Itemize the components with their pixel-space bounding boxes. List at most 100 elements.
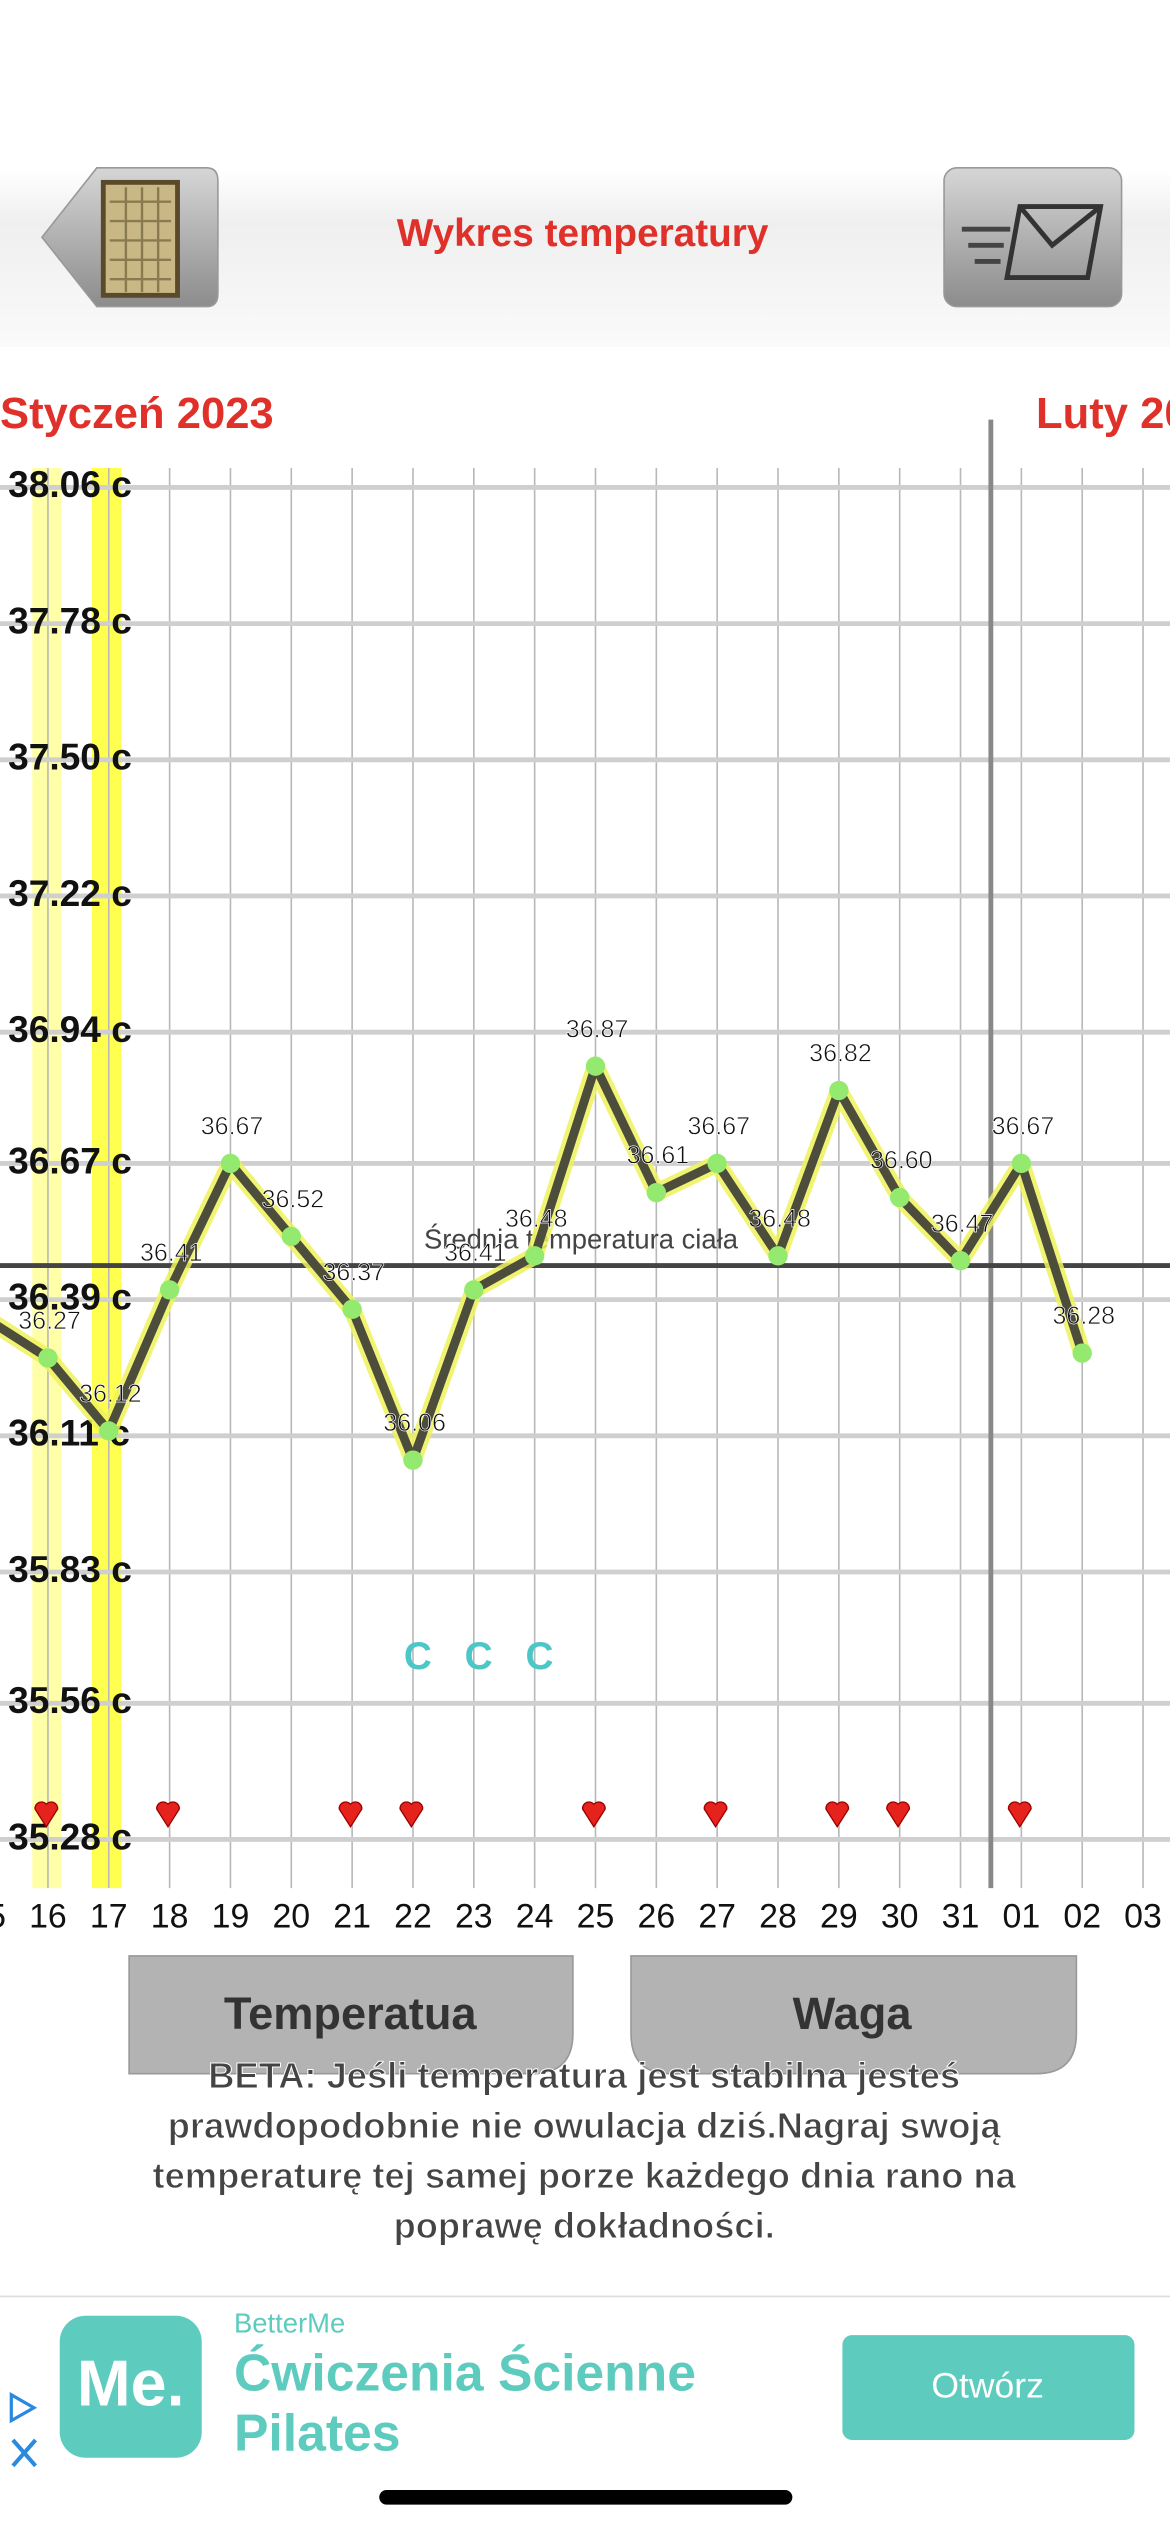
heart <box>399 1801 424 1828</box>
tab-shape[interactable] <box>630 1955 1078 2075</box>
x-tick-label: 23 <box>455 1898 493 1936</box>
data-point <box>281 1226 301 1247</box>
y-tick-label: 38.06 c <box>8 463 132 505</box>
data-label: 36.61 <box>627 1142 690 1170</box>
x-tick-label: 02 <box>1063 1898 1101 1936</box>
tab-label[interactable]: Waga <box>793 1988 913 2039</box>
mail-button[interactable] <box>943 167 1123 308</box>
data-label: 36.67 <box>688 1113 751 1141</box>
y-tick-label: 36.94 c <box>8 1008 132 1050</box>
y-tick-label: 36.67 c <box>8 1139 132 1181</box>
ad-headline: Pilates <box>234 2403 400 2461</box>
heart <box>886 1801 911 1828</box>
y-tick-label: 36.39 c <box>8 1275 132 1317</box>
data-label: 36.48 <box>505 1205 568 1233</box>
chart: Styczeń 2023 Luty 2023 15 16 17 18 19 20 21 22 2… <box>0 390 1170 1936</box>
data-point <box>829 1080 849 1101</box>
ad-close-icon[interactable] <box>11 2438 38 2468</box>
data-label: 36.37 <box>322 1258 385 1286</box>
highlight-day <box>32 467 62 1889</box>
data-point <box>1011 1153 1032 1174</box>
data-point <box>585 1056 606 1076</box>
data-label: 36.67 <box>992 1113 1055 1141</box>
cycle-marker: C <box>465 1635 493 1678</box>
x-tick-label: 31 <box>942 1898 980 1936</box>
speed-lines <box>961 226 1011 264</box>
data-point <box>890 1187 910 1208</box>
cycle-marker: C <box>526 1635 554 1678</box>
y-tick-label: 37.22 c <box>8 872 132 914</box>
x-tick-label: 19 <box>212 1898 250 1936</box>
data-label: 36.41 <box>444 1239 507 1267</box>
x-tick-label: 22 <box>394 1898 432 1936</box>
data-label: 36.60 <box>870 1147 933 1175</box>
calendar-grid <box>109 187 172 293</box>
ad-logo-text: Me. <box>77 2347 185 2419</box>
data-point <box>524 1246 545 1266</box>
x-tick-label: 17 <box>90 1898 128 1936</box>
x-tick-label: 03 <box>1124 1898 1162 1936</box>
month-label: Luty 2023 <box>1036 390 1170 438</box>
data-label: 36.48 <box>748 1205 811 1233</box>
back-button[interactable] <box>40 167 219 308</box>
data-point <box>342 1299 362 1320</box>
screen-title: Wykres temperatury <box>397 212 769 255</box>
data-point <box>646 1182 667 1203</box>
x-tick-label: 21 <box>333 1898 371 1936</box>
data-label: 36.12 <box>79 1380 142 1408</box>
mail-icon <box>1004 204 1104 280</box>
y-tick-label: 37.50 c <box>8 736 132 778</box>
mail-button-shape[interactable] <box>943 167 1123 308</box>
tab-weight[interactable]: Waga <box>630 1955 1078 2075</box>
x-tick-label: 27 <box>698 1898 736 1936</box>
data-point <box>464 1280 484 1300</box>
notice-line: prawdopodobnie nie owulacja dziś.Nagraj … <box>168 2105 1002 2146</box>
heart <box>338 1801 363 1828</box>
x-tick-label: 18 <box>151 1898 189 1936</box>
ad-logo <box>59 2315 202 2458</box>
ad-button-label[interactable]: Otwórz <box>931 2366 1043 2406</box>
x-tick-label: 26 <box>637 1898 675 1936</box>
data-label: 36.27 <box>18 1307 81 1335</box>
data-point <box>403 1450 423 1470</box>
notice: BETA: Jeśli temperatura jest stabilna je… <box>152 2055 1017 2247</box>
heart <box>581 1801 606 1828</box>
data-label: 36.52 <box>262 1186 325 1214</box>
x-tick-label: 29 <box>820 1898 858 1936</box>
tab-shape[interactable] <box>128 1955 574 2075</box>
heart <box>825 1801 850 1828</box>
heart <box>703 1801 728 1828</box>
data-label: 36.28 <box>1053 1302 1116 1330</box>
x-tick-label: 28 <box>759 1898 797 1936</box>
y-tick-label: 35.83 c <box>8 1548 132 1590</box>
ad-headline: Ćwiczenia Ścienne <box>234 2344 696 2402</box>
home-indicator <box>379 2490 793 2505</box>
data-point <box>99 1421 119 1441</box>
average-label: Średnia temperatura ciała <box>424 1223 739 1255</box>
data-label: 36.41 <box>140 1239 203 1267</box>
month-label: Styczeń 2023 <box>0 390 274 438</box>
x-tick-label: 25 <box>577 1898 615 1936</box>
x-tick-label: 15 <box>0 1898 6 1936</box>
data-point <box>159 1280 180 1300</box>
ad-choices-icon[interactable] <box>9 2392 38 2424</box>
data-point <box>950 1251 971 1271</box>
data-point <box>1072 1343 1092 1363</box>
tab-label[interactable]: Temperatua <box>224 1988 478 2039</box>
ad-button[interactable] <box>842 2335 1135 2441</box>
ad-banner[interactable]: Me. BetterMe Ćwiczenia Ścienne Pilates O… <box>9 2308 1135 2468</box>
data-point <box>38 1348 58 1368</box>
cycle-marker: C <box>404 1635 432 1678</box>
highlight-day <box>91 467 122 1889</box>
data-point <box>220 1153 241 1174</box>
data-point <box>707 1153 727 1174</box>
tab-temperature[interactable]: Temperatua <box>128 1955 574 2075</box>
notice-line: BETA: Jeśli temperatura jest stabilna je… <box>208 2055 960 2096</box>
notice-line: temperaturę tej samej porze każdego dnia… <box>153 2155 1017 2196</box>
notice-line: poprawę dokładności. <box>394 2205 775 2246</box>
x-tick-label: 30 <box>881 1898 919 1936</box>
heart <box>156 1801 180 1828</box>
data-point <box>768 1246 788 1266</box>
